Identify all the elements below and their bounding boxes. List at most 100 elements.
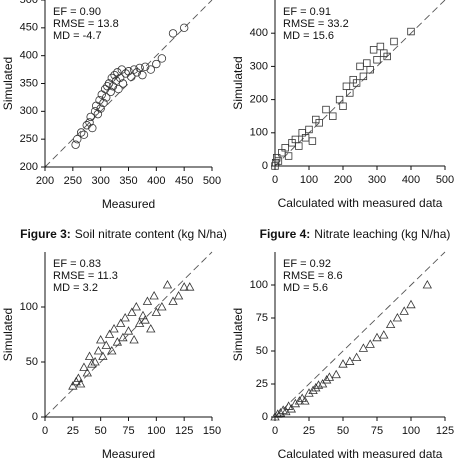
stat-annotation: EF = 0.91 xyxy=(283,6,331,18)
x-tick-label: 200 xyxy=(334,174,352,186)
one-to-one-line xyxy=(274,0,446,167)
point xyxy=(322,375,332,384)
point xyxy=(383,52,391,61)
point xyxy=(127,307,137,316)
one-to-one-line xyxy=(44,0,213,168)
y-tick-label: 450 xyxy=(20,22,38,34)
point xyxy=(407,27,415,36)
point xyxy=(422,279,432,289)
one-to-one-line xyxy=(274,251,446,418)
point xyxy=(365,339,375,348)
point xyxy=(146,323,156,333)
point xyxy=(102,93,111,102)
point xyxy=(87,359,97,368)
point xyxy=(95,334,106,344)
point xyxy=(308,385,318,395)
point xyxy=(86,112,95,122)
point xyxy=(390,37,398,46)
point xyxy=(82,121,91,130)
point xyxy=(305,125,313,134)
x-tick-label: 50 xyxy=(337,425,349,437)
point xyxy=(311,382,321,392)
stat-annotation: EF = 0.83 xyxy=(53,258,101,270)
point xyxy=(162,279,173,289)
y-tick-label: 200 xyxy=(250,94,268,106)
point xyxy=(315,119,323,127)
title-text: Soil nitrate content (kg N/ha) xyxy=(75,227,227,241)
point xyxy=(106,87,115,97)
point xyxy=(93,109,103,119)
point xyxy=(308,137,317,145)
point xyxy=(75,378,86,388)
y-tick-label: 0 xyxy=(262,411,268,423)
point xyxy=(93,345,104,355)
x-tick-label: 125 xyxy=(175,425,193,437)
point xyxy=(313,380,324,389)
y-tick-label: 100 xyxy=(20,301,38,313)
point xyxy=(116,318,126,327)
x-tick-label: 50 xyxy=(95,425,107,437)
y-tick-label: 50 xyxy=(26,356,38,368)
point xyxy=(129,334,139,344)
point xyxy=(342,82,351,91)
y-tick-label: 0 xyxy=(262,160,268,172)
point xyxy=(107,73,116,83)
y-tick-label: 50 xyxy=(256,345,268,357)
point xyxy=(138,70,147,80)
x-tick-label: 450 xyxy=(175,175,193,187)
x-axis-label: Measured xyxy=(102,197,155,211)
stat-annotation: MD = 15.6 xyxy=(283,30,334,42)
point xyxy=(157,301,167,311)
point xyxy=(131,301,141,311)
stat-annotation: MD = 3.2 xyxy=(53,282,98,294)
point xyxy=(99,98,108,108)
point xyxy=(329,112,337,120)
point xyxy=(372,332,382,342)
point xyxy=(281,144,289,152)
x-tick-label: 300 xyxy=(368,174,386,186)
x-tick-label: 0 xyxy=(272,174,278,186)
stat-annotation: MD = 5.6 xyxy=(283,282,328,294)
y-tick-label: 350 xyxy=(20,77,38,89)
point xyxy=(322,105,330,114)
y-tick-label: 75 xyxy=(256,312,268,324)
x-tick-label: 75 xyxy=(122,425,134,437)
y-tick-label: 0 xyxy=(32,411,38,423)
point xyxy=(359,72,368,81)
point xyxy=(346,89,354,97)
point xyxy=(376,42,385,51)
y-tick-label: 100 xyxy=(250,279,268,291)
point xyxy=(185,282,195,291)
point xyxy=(101,340,111,349)
panel-title: Figure 4: Nitrate leaching (kg N/ha) xyxy=(260,227,451,241)
point xyxy=(284,152,293,160)
stat-annotation: RMSE = 33.2 xyxy=(283,18,349,30)
x-tick-label: 500 xyxy=(203,175,221,187)
figure-number: Figure 4: xyxy=(260,227,311,241)
stat-annotation: EF = 0.90 xyxy=(53,6,101,18)
point xyxy=(339,102,347,110)
point xyxy=(300,396,310,405)
point xyxy=(135,63,144,73)
point xyxy=(127,72,136,82)
points xyxy=(68,279,195,390)
point xyxy=(331,369,341,379)
point xyxy=(179,282,189,291)
x-tick-label: 200 xyxy=(36,175,54,187)
point xyxy=(290,398,301,408)
point xyxy=(92,101,101,110)
point xyxy=(142,296,153,305)
point xyxy=(151,307,162,316)
point xyxy=(304,388,314,397)
point xyxy=(363,59,371,67)
point xyxy=(179,23,189,33)
point xyxy=(82,367,92,377)
point xyxy=(295,142,303,150)
stat-annotation: EF = 0.92 xyxy=(283,258,331,270)
point xyxy=(286,404,296,413)
point xyxy=(118,79,128,88)
y-tick-label: 400 xyxy=(250,27,268,39)
point xyxy=(275,408,286,417)
point xyxy=(109,323,119,333)
x-tick-label: 75 xyxy=(371,425,383,437)
